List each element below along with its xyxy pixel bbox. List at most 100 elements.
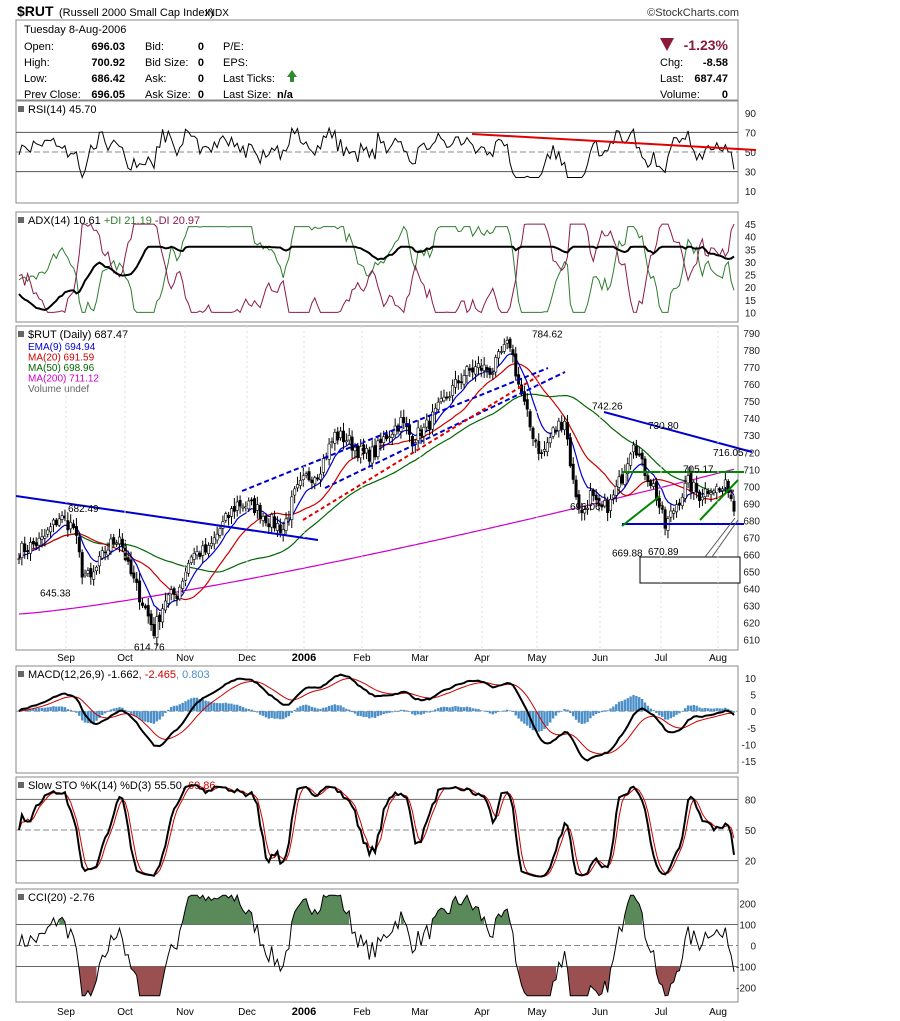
month-label-bottom: Feb xyxy=(353,1007,371,1018)
month-label-bottom: Oct xyxy=(117,1007,133,1018)
cci-tick: -100 xyxy=(736,962,756,973)
macd-hist-bar xyxy=(247,708,250,712)
macd-hist-bar xyxy=(115,707,118,712)
price-bar-body xyxy=(508,338,512,349)
price-bar-body xyxy=(235,501,239,511)
macd-hist-bar xyxy=(112,708,115,712)
price-bar-body xyxy=(261,516,265,521)
price-bar-body xyxy=(247,500,251,510)
macd-title: MACD(12,26,9) -1.662, -2.465, 0.803 xyxy=(28,669,210,681)
macd-hist-bar xyxy=(316,708,319,712)
price-bar-body xyxy=(178,586,182,600)
macd-hist-bar xyxy=(597,711,601,714)
macd-hist-bar xyxy=(543,711,546,729)
price-bar-body xyxy=(181,580,185,589)
macd-hist-bar xyxy=(169,707,173,712)
price-bar-body xyxy=(69,521,73,530)
macd-hist-bar xyxy=(152,711,156,724)
price-bar-body xyxy=(640,452,644,460)
price-bar-body xyxy=(502,344,506,352)
price-bar-body xyxy=(571,463,575,480)
price-bar-body xyxy=(327,443,331,460)
price-bar-body xyxy=(350,436,354,451)
price-bar-body xyxy=(379,438,383,444)
macd-hist-bar xyxy=(359,711,362,717)
price-bar-body xyxy=(591,489,595,496)
price-bar-body xyxy=(718,488,722,490)
macd-hist-bar xyxy=(141,711,144,722)
macd-hist-bar xyxy=(546,711,549,726)
month-label-bottom: Jul xyxy=(655,1007,668,1018)
rsi-line xyxy=(18,126,735,180)
month-label: Apr xyxy=(474,653,490,664)
macd-hist-bar xyxy=(345,708,348,712)
macd-hist-bar xyxy=(623,699,627,712)
macd-hist-bar xyxy=(396,711,400,712)
price-bar-body xyxy=(683,482,687,499)
chg-value: -8.58 xyxy=(703,57,728,69)
macd-hist-bar xyxy=(356,711,360,716)
macd-panel-frame xyxy=(15,665,739,774)
price-bar-body xyxy=(471,367,475,373)
macd-hist-bar xyxy=(586,711,589,723)
price-bar-body xyxy=(643,458,647,476)
price-bar-body xyxy=(514,353,518,377)
macd-hist-bar xyxy=(118,707,121,712)
month-label: Jul xyxy=(655,653,668,664)
macd-hist-bar xyxy=(299,706,302,712)
macd-hist-bar xyxy=(626,698,629,712)
price-bar-body xyxy=(723,479,727,488)
price-bar-body xyxy=(356,445,360,458)
macd-hist-bar xyxy=(124,709,127,712)
macd-tick: 0 xyxy=(750,707,756,718)
macd-hist-bar xyxy=(287,711,291,717)
macd-hist-bar xyxy=(342,707,345,712)
sto-k-line xyxy=(18,784,735,878)
trendline-channel-bottom xyxy=(324,371,566,489)
price-label: 682.49 xyxy=(68,504,99,515)
price-bar-body xyxy=(341,430,345,443)
price-bar-body xyxy=(511,349,515,356)
macd-hist-bar xyxy=(241,707,245,712)
macd-hist-bar xyxy=(106,711,110,712)
price-bar-body xyxy=(270,514,274,528)
triangle-lower-2 xyxy=(699,479,739,521)
macd-hist-bar xyxy=(721,708,724,712)
price-label: 705.17 xyxy=(683,464,714,475)
macd-hist-bar xyxy=(158,711,161,720)
macd-hist-bar xyxy=(706,708,710,712)
macd-hist-bar xyxy=(448,707,451,712)
macd-hist-bar xyxy=(603,710,606,712)
macd-hist-bar xyxy=(414,711,417,716)
price-bar-body xyxy=(540,452,544,454)
price-title: $RUT (Daily) 687.47 xyxy=(28,329,128,341)
asksize-value: 0 xyxy=(198,89,204,101)
macd-hist-bar xyxy=(126,711,130,712)
down-arrow-icon xyxy=(660,38,674,51)
macd-hist-bar xyxy=(310,706,314,712)
macd-hist-bar xyxy=(256,711,259,713)
macd-hist-bar xyxy=(164,711,167,714)
trendline-channel-top xyxy=(241,367,549,492)
price-bar-body xyxy=(445,396,449,399)
price-bar-body xyxy=(698,491,702,501)
macd-hist-bar xyxy=(416,711,420,715)
macd-hist-bar xyxy=(503,710,506,712)
price-bar-body xyxy=(479,365,483,371)
macd-hist-bar xyxy=(58,706,61,712)
macd-tick: 10 xyxy=(745,674,757,685)
trendline-down-2005 xyxy=(15,495,319,541)
macd-hist-bar xyxy=(187,699,190,712)
macd-tick: -15 xyxy=(742,757,757,768)
price-bar-body xyxy=(528,411,532,428)
price-bar-body xyxy=(284,518,288,531)
price-bar-body xyxy=(577,494,581,509)
month-label-bottom: Nov xyxy=(176,1007,194,1018)
price-bar-body xyxy=(232,505,236,512)
price-bar-body xyxy=(485,367,489,371)
macd-hist-bar xyxy=(663,711,667,720)
price-bar-body xyxy=(626,463,630,475)
macd-hist-bar xyxy=(451,706,454,712)
price-bar-body xyxy=(451,385,455,396)
price-bar-body xyxy=(333,432,337,444)
